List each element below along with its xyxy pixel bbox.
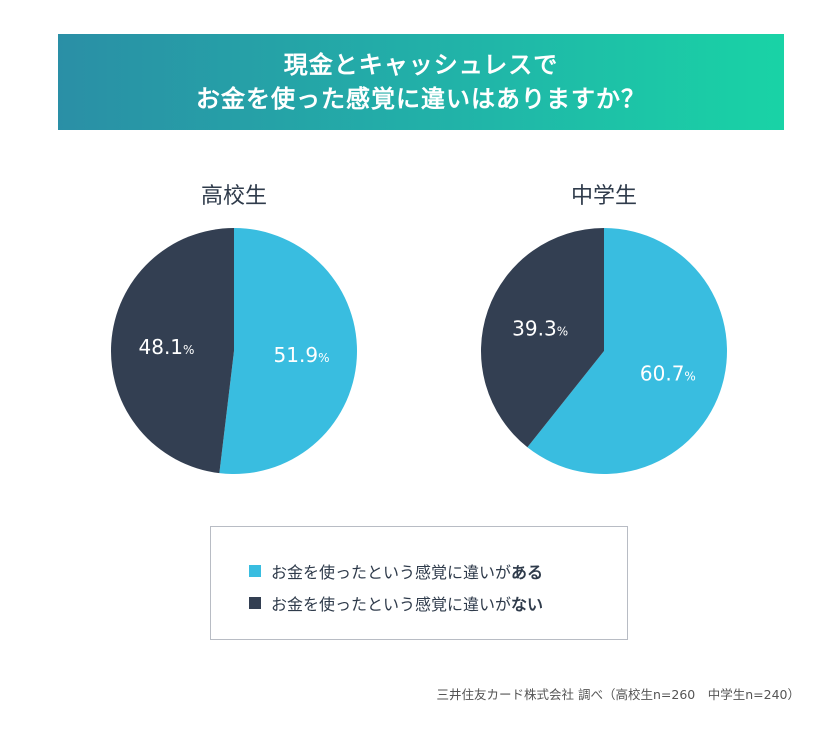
legend-label-yes: お金を使ったという感覚に違いが xyxy=(271,563,512,582)
title-banner: 現金とキャッシュレスで お金を使った感覚に違いはありますか？ xyxy=(58,34,784,130)
legend: お金を使ったという感覚に違いが ある お金を使ったという感覚に違いが ない xyxy=(210,526,628,640)
chart-title-high-school: 高校生 xyxy=(200,184,267,209)
title-line-2: お金を使った感覚に違いはありますか？ xyxy=(196,85,646,113)
legend-swatch-no xyxy=(249,597,261,609)
legend-item-no: お金を使ったという感覚に違いが ない xyxy=(249,591,543,615)
title-line-1: 現金とキャッシュレスで xyxy=(283,51,559,79)
pie-slice-yes-high-school xyxy=(219,228,358,474)
pie-slice-no-high-school xyxy=(111,228,234,474)
legend-emph-no: ない xyxy=(511,595,544,614)
pie-label-yes-junior-high: 60.7% xyxy=(640,361,696,385)
pie-chart-high-school: 51.9% 48.1% xyxy=(111,228,358,474)
pie-slice-no-junior-high xyxy=(481,228,604,448)
pie-label-no-junior-high: 39.3% xyxy=(512,317,568,341)
chart-title-junior-high: 中学生 xyxy=(570,184,637,209)
pie-chart-junior-high: 60.7% 39.3% xyxy=(481,228,727,474)
pie-label-no-high-school: 48.1% xyxy=(139,335,195,359)
pie-slice-yes-junior-high xyxy=(527,228,727,474)
legend-item-yes: お金を使ったという感覚に違いが ある xyxy=(249,559,543,583)
legend-label-no: お金を使ったという感覚に違いが xyxy=(271,595,512,614)
legend-swatch-yes xyxy=(249,565,261,577)
pie-label-yes-high-school: 51.9% xyxy=(274,343,330,367)
source-note: 三井住友カード株式会社 調べ（高校生n=260 中学生n=240） xyxy=(436,687,800,702)
legend-emph-yes: ある xyxy=(511,563,544,582)
